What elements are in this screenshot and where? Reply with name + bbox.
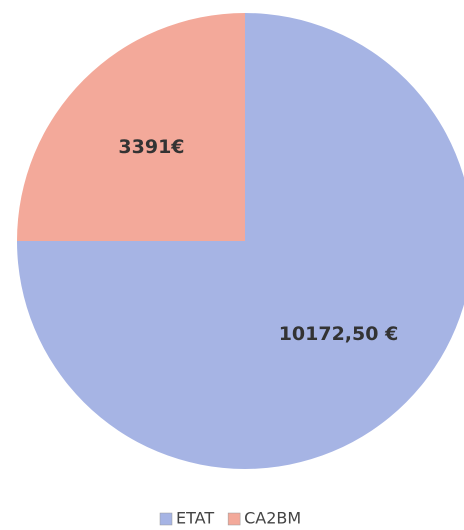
legend-swatch	[159, 512, 173, 526]
legend-swatch	[227, 512, 241, 526]
legend-label: ETAT	[176, 509, 214, 528]
value-label: 3391€	[118, 136, 184, 158]
pie-slice	[17, 13, 245, 242]
legend-label: CA2BM	[244, 509, 301, 528]
value-label: 10172,50 €	[279, 323, 399, 345]
pie-slice	[17, 13, 464, 469]
